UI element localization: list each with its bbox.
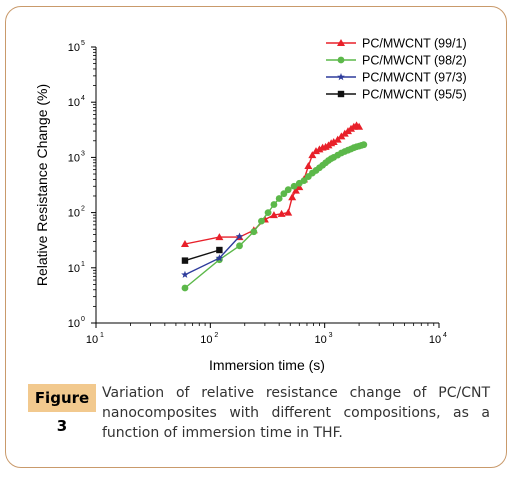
legend: PC/MWCNT (99/1) PC/MWCNT (98/2) PC/MWCNT (… bbox=[326, 37, 467, 102]
y-tick-label: 10 bbox=[68, 318, 80, 330]
legend-label: PC/MWCNT (97/3) bbox=[362, 71, 467, 85]
y-tick-label: 10 bbox=[68, 97, 80, 109]
legend-swatch-marker bbox=[337, 73, 345, 81]
data-point bbox=[300, 177, 308, 184]
x-tick-exponent: 4 bbox=[443, 332, 447, 339]
data-point bbox=[236, 242, 243, 250]
data-point bbox=[235, 232, 244, 240]
y-tick-label: 10 bbox=[68, 263, 80, 275]
legend-label: PC/MWCNT (99/1) bbox=[362, 37, 467, 51]
y-tick-exponent: 4 bbox=[81, 95, 85, 102]
y-tick-label: 10 bbox=[68, 42, 80, 54]
legend-label: PC/MWCNT (98/2) bbox=[362, 54, 467, 68]
y-axis-label: Relative Resistance Change (%) bbox=[34, 84, 50, 286]
data-point bbox=[181, 270, 189, 278]
series-2 bbox=[181, 141, 368, 292]
data-point bbox=[180, 239, 189, 247]
series-1 bbox=[180, 121, 364, 247]
y-tick-exponent: 2 bbox=[81, 206, 85, 213]
axes: 10 1 10 2 10 3 10 410 010 110 210 310 410 5 bbox=[68, 40, 447, 346]
data-point bbox=[284, 186, 292, 194]
data-point bbox=[312, 147, 321, 155]
y-tick-label: 10 bbox=[68, 152, 80, 164]
data-point bbox=[284, 208, 293, 216]
figure-caption: Figure 3 Variation of relative resistanc… bbox=[28, 384, 490, 454]
data-point bbox=[288, 193, 297, 201]
series-4 bbox=[181, 246, 223, 264]
data-point bbox=[181, 284, 189, 292]
data-point bbox=[304, 161, 313, 169]
y-tick-exponent: 0 bbox=[81, 316, 85, 323]
data-point bbox=[355, 122, 364, 130]
data-point bbox=[269, 211, 278, 219]
data-point bbox=[264, 209, 272, 217]
legend-item: PC/MWCNT (99/1) bbox=[326, 37, 467, 51]
data-point bbox=[290, 182, 298, 190]
data-point bbox=[275, 195, 283, 202]
x-tick-label: 10 bbox=[200, 334, 212, 346]
y-tick-exponent: 5 bbox=[81, 40, 85, 47]
data-point bbox=[216, 246, 223, 254]
legend-swatch-marker bbox=[337, 39, 345, 46]
data-point bbox=[291, 186, 300, 194]
data-point bbox=[270, 201, 278, 208]
data-point bbox=[360, 141, 368, 149]
series-layer bbox=[180, 121, 368, 292]
x-axis-label: Immersion time (s) bbox=[209, 357, 325, 373]
data-point bbox=[250, 228, 258, 236]
legend-swatch-marker bbox=[337, 56, 345, 64]
series-line bbox=[184, 249, 220, 262]
caption-text: Variation of relative resistance change … bbox=[102, 385, 490, 441]
data-point bbox=[258, 217, 265, 225]
data-point bbox=[280, 190, 288, 198]
data-point bbox=[308, 151, 317, 159]
data-point bbox=[329, 138, 338, 146]
data-point bbox=[277, 209, 286, 217]
data-point bbox=[215, 233, 224, 241]
legend-item: PC/MWCNT (95/5) bbox=[326, 88, 467, 102]
legend-label: PC/MWCNT (95/5) bbox=[362, 88, 467, 102]
y-tick-label: 10 bbox=[68, 208, 80, 220]
x-tick-label: 10 bbox=[315, 334, 327, 346]
y-tick-exponent: 1 bbox=[81, 261, 85, 268]
legend-swatch-marker bbox=[337, 90, 345, 98]
x-tick-exponent: 1 bbox=[100, 332, 104, 339]
x-tick-exponent: 3 bbox=[329, 332, 333, 339]
x-tick-label: 10 bbox=[429, 334, 441, 346]
x-tick-exponent: 2 bbox=[214, 332, 218, 339]
data-point bbox=[215, 254, 224, 262]
data-point bbox=[181, 257, 189, 264]
series-3 bbox=[181, 232, 244, 278]
x-tick-label: 10 bbox=[86, 334, 98, 346]
figure-label: Figure 3 bbox=[28, 384, 96, 435]
y-tick-exponent: 3 bbox=[81, 150, 85, 157]
legend-item: PC/MWCNT (98/2) bbox=[326, 54, 467, 68]
legend-item: PC/MWCNT (97/3) bbox=[326, 71, 467, 85]
